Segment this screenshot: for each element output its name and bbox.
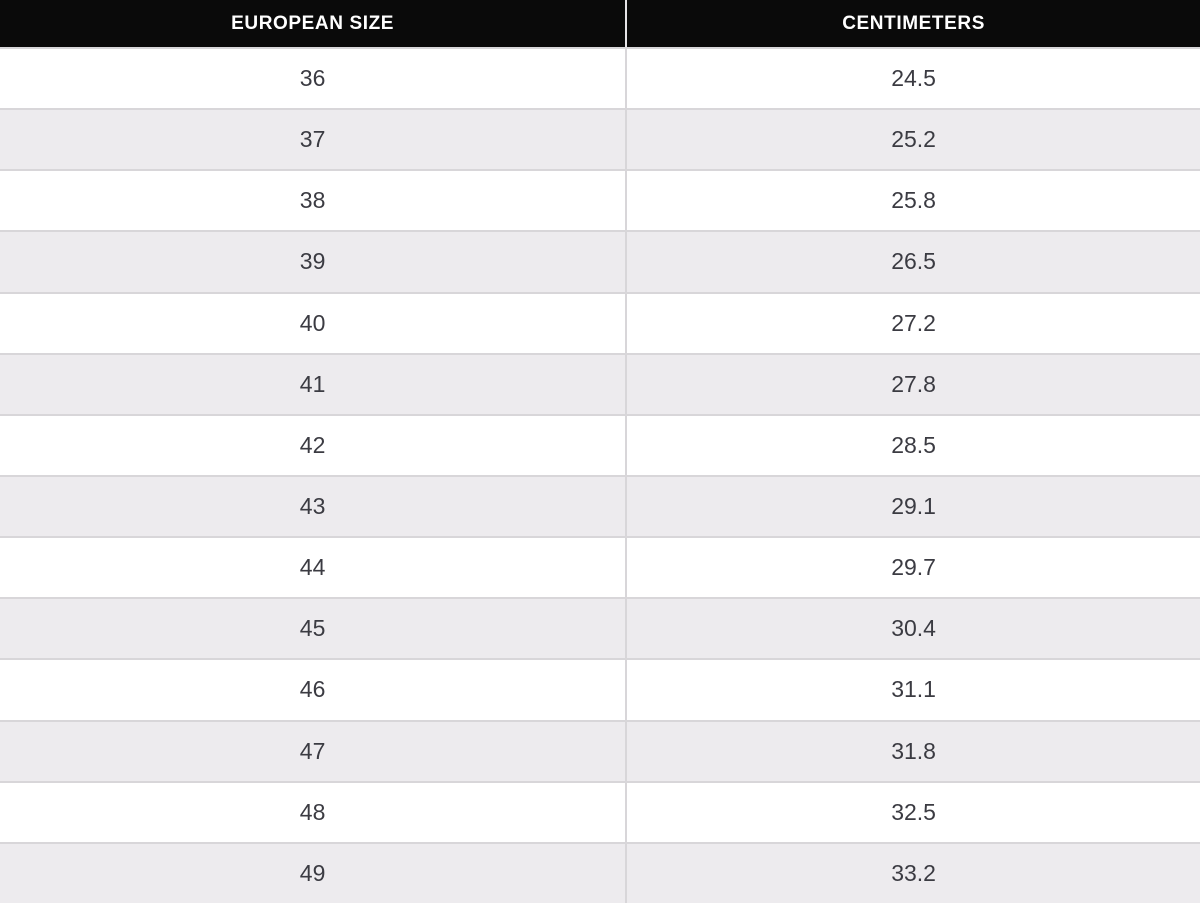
european-size-cell: 37 bbox=[0, 108, 626, 170]
centimeters-cell: 29.7 bbox=[625, 536, 1200, 598]
european-size-cell: 40 bbox=[0, 291, 626, 353]
table-row: 45 30.4 bbox=[0, 597, 1200, 659]
column-header-european-size: EUROPEAN SIZE bbox=[0, 0, 626, 47]
european-size-cell: 45 bbox=[0, 597, 626, 659]
centimeters-cell: 29.1 bbox=[625, 474, 1200, 537]
centimeters-cell: 31.8 bbox=[625, 719, 1200, 781]
centimeters-cell: 28.5 bbox=[625, 413, 1200, 475]
table-row: 42 28.5 bbox=[0, 413, 1200, 475]
european-size-cell: 44 bbox=[0, 536, 626, 598]
european-size-cell: 46 bbox=[0, 658, 626, 720]
header-row: EUROPEAN SIZE CENTIMETERS bbox=[0, 0, 1200, 47]
table-row: 38 25.8 bbox=[0, 169, 1200, 231]
table-row: 40 27.2 bbox=[0, 291, 1200, 353]
table-row: 49 33.2 bbox=[0, 841, 1200, 903]
table-row: 36 24.5 bbox=[0, 47, 1200, 109]
centimeters-cell: 31.1 bbox=[625, 658, 1200, 720]
centimeters-cell: 30.4 bbox=[625, 597, 1200, 659]
table-row: 47 31.8 bbox=[0, 719, 1200, 781]
european-size-cell: 48 bbox=[0, 780, 626, 842]
table-row: 37 25.2 bbox=[0, 108, 1200, 170]
centimeters-cell: 27.8 bbox=[625, 352, 1200, 414]
table-body: 36 24.5 37 25.2 38 25.8 39 26.5 40 27.2 41 27.8 42 28… bbox=[0, 47, 1200, 903]
european-size-cell: 39 bbox=[0, 230, 626, 292]
centimeters-cell: 24.5 bbox=[625, 47, 1200, 109]
table-row: 41 27.8 bbox=[0, 352, 1200, 414]
european-size-cell: 49 bbox=[0, 841, 626, 903]
european-size-cell: 36 bbox=[0, 47, 626, 109]
table-row: 39 26.5 bbox=[0, 230, 1200, 292]
column-header-centimeters: CENTIMETERS bbox=[625, 0, 1200, 47]
table-header: EUROPEAN SIZE CENTIMETERS bbox=[0, 0, 1200, 47]
european-size-cell: 47 bbox=[0, 719, 626, 781]
table-row: 46 31.1 bbox=[0, 658, 1200, 720]
european-size-cell: 38 bbox=[0, 169, 626, 231]
centimeters-cell: 27.2 bbox=[625, 291, 1200, 353]
european-size-cell: 43 bbox=[0, 474, 626, 537]
centimeters-cell: 26.5 bbox=[625, 230, 1200, 292]
european-size-cell: 41 bbox=[0, 352, 626, 414]
centimeters-cell: 33.2 bbox=[625, 841, 1200, 903]
centimeters-cell: 32.5 bbox=[625, 780, 1200, 842]
european-size-cell: 42 bbox=[0, 413, 626, 475]
table-row: 48 32.5 bbox=[0, 780, 1200, 842]
centimeters-cell: 25.8 bbox=[625, 169, 1200, 231]
centimeters-cell: 25.2 bbox=[625, 108, 1200, 170]
table-row: 43 29.1 bbox=[0, 474, 1200, 537]
table-row: 44 29.7 bbox=[0, 536, 1200, 598]
